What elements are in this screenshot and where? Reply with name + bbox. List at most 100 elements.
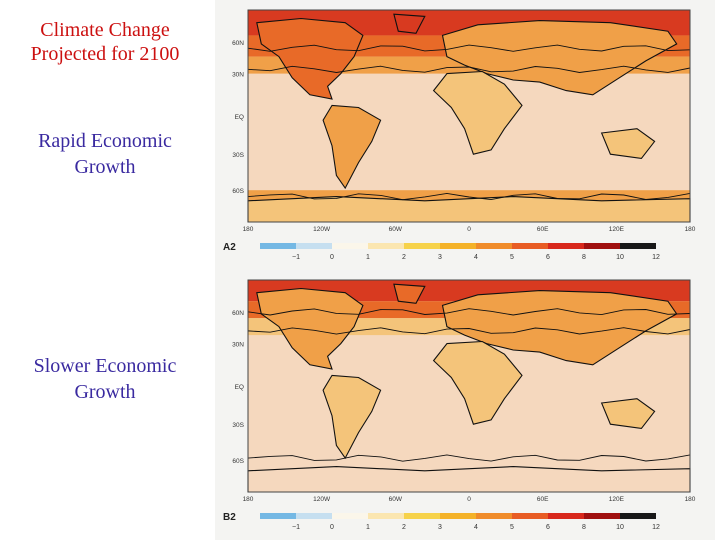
map-frame [247,279,691,493]
title-line-2: Projected for 2100 [30,43,180,65]
landmass-northAmerica [256,287,364,370]
scale-swatch [260,513,296,519]
lon-tick-label: 60E [537,226,549,233]
scenario-code-label: A2 [223,242,236,253]
lon-tick-label: 0 [467,226,471,233]
scale-tick-label: 12 [652,524,660,531]
scale-swatch [296,513,332,519]
scale-tick-label: 5 [510,524,514,531]
landmass-antarctica [247,196,691,223]
lon-tick-label: 120E [609,496,625,503]
scale-tick-label: 0 [330,524,334,531]
landmass-africa [432,340,523,425]
landmass-greenland [393,283,426,304]
scale-swatch [260,243,296,249]
lon-tick-label: 120E [609,226,625,233]
lat-tick-label: 30N [232,342,244,349]
scale-swatch [620,513,656,519]
scale-tick-label: 4 [474,524,478,531]
lon-tick-label: 60W [389,496,403,503]
landmass-greenland [393,13,426,34]
lat-tick-label: 60S [232,458,244,465]
slide-title: Climate Change Projected for 2100 [0,18,210,66]
scale-swatch [368,513,404,519]
scale-swatch [476,513,512,519]
lon-tick-label: 180 [685,496,696,503]
left-caption-panel: Climate Change Projected for 2100 Rapid … [0,0,215,540]
scale-swatch [332,513,368,519]
scale-tick-label: 4 [474,254,478,261]
scale-swatch [404,243,440,249]
lat-tick-label: 30S [232,422,244,429]
scale-tick-label: −1 [292,254,300,261]
scale-swatch [332,243,368,249]
scenario-a2-line-2: Growth [74,156,136,178]
lon-tick-label: 120W [313,226,331,233]
scale-tick-label: 2 [402,524,406,531]
scale-swatch [548,243,584,249]
scenario-code-label: B2 [223,512,236,523]
scenario-b2-line-1: Slower Economic [33,355,177,377]
scale-swatch [584,513,620,519]
lon-tick-label: 180 [243,226,254,233]
landmass-antarctica [247,466,691,493]
scale-tick-label: 0 [330,254,334,261]
scenario-b2-line-2: Growth [74,381,136,403]
isotherm-line-2 [247,327,691,335]
scale-swatch [548,513,584,519]
scale-tick-label: 8 [582,254,586,261]
lon-tick-label: 180 [685,226,696,233]
landmass-northAmerica [256,17,364,100]
map-panel-b2: 60N 30N EQ 30S 60S 180 120W 60W 0 60E 120E 180 B2 −1 0… [223,279,696,531]
scale-tick-label: 3 [438,254,442,261]
lat-tick-label: 30S [232,152,244,159]
scale-swatch [584,243,620,249]
scale-swatch [476,243,512,249]
isotherm-line-3 [247,454,691,462]
isotherm-line-1 [247,308,691,316]
scale-tick-label: 1 [366,524,370,531]
scale-swatch [368,243,404,249]
scale-swatch [440,513,476,519]
scale-tick-label: 2 [402,254,406,261]
scale-swatch [296,243,332,249]
scale-swatch [512,513,548,519]
climate-maps-figure: 60N 30N EQ 30S 60S 180 120W 60W 0 60E 120E 180 A2 −1 0… [215,0,715,540]
scale-swatch [404,513,440,519]
scenario-label-b2: Slower Economic Growth [0,353,210,405]
scale-swatch [440,243,476,249]
scale-tick-label: 8 [582,524,586,531]
scale-swatch [620,243,656,249]
scenario-a2-line-1: Rapid Economic [38,130,172,152]
landmass-eurasia [441,290,678,366]
isotherm-line-2 [247,65,691,73]
isotherm-line-1 [247,44,691,52]
landmass-australia [600,128,656,159]
lon-tick-label: 120W [313,496,331,503]
lon-tick-label: 0 [467,496,471,503]
lon-tick-label: 60W [389,226,403,233]
lat-tick-label: EQ [235,384,244,391]
scenario-label-a2: Rapid Economic Growth [0,128,210,180]
lat-tick-label: 60N [232,310,244,317]
scale-tick-label: 5 [510,254,514,261]
scale-tick-label: 3 [438,524,442,531]
scale-tick-label: 1 [366,254,370,261]
map-panel-a2: 60N 30N EQ 30S 60S 180 120W 60W 0 60E 120E 180 A2 −1 0… [223,9,696,261]
landmass-africa [432,70,523,155]
scale-tick-label: 6 [546,254,550,261]
scale-tick-label: 10 [616,524,624,531]
landmass-southAmerica [322,104,382,190]
scale-tick-label: 6 [546,524,550,531]
lat-tick-label: 60N [232,40,244,47]
landmass-australia [600,398,656,429]
scale-tick-label: 12 [652,254,660,261]
map-frame [247,9,691,223]
scale-swatch [512,243,548,249]
scale-tick-label: −1 [292,524,300,531]
title-line-1: Climate Change [40,19,170,41]
scale-tick-label: 10 [616,254,624,261]
lon-tick-label: 180 [243,496,254,503]
lon-tick-label: 60E [537,496,549,503]
